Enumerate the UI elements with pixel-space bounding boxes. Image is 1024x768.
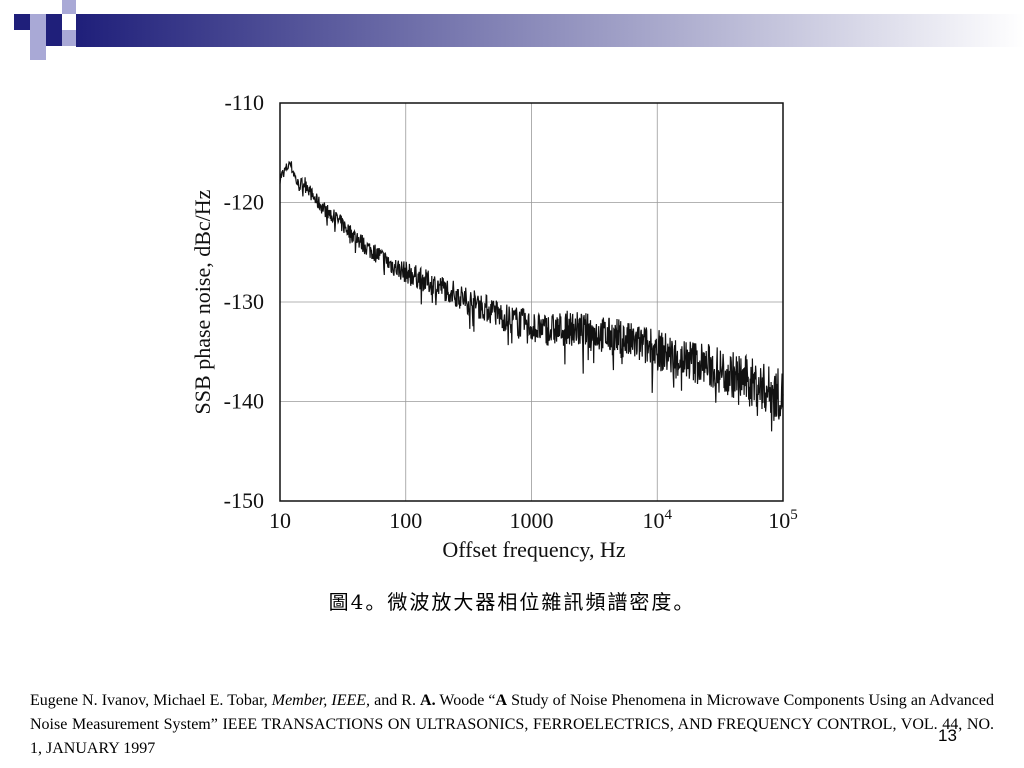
citation-and: and R. <box>374 692 416 709</box>
deco-square <box>14 14 30 30</box>
citation-woode: Woode “ <box>439 692 496 709</box>
chart-grid <box>279 102 784 502</box>
x-axis-label: Offset frequency, Hz <box>442 537 625 562</box>
y-tick-label: -140 <box>224 389 264 414</box>
slide-header-decoration <box>14 0 1024 60</box>
deco-square <box>46 14 62 30</box>
deco-square <box>30 14 46 30</box>
y-tick-label: -110 <box>224 90 264 115</box>
deco-square <box>46 30 62 46</box>
x-tick-label: 104 <box>643 507 673 533</box>
x-tick-label: 100 <box>389 508 422 533</box>
series-line <box>279 160 784 432</box>
deco-square <box>30 30 46 46</box>
x-tick-label: 1000 <box>510 508 554 533</box>
x-tick-label: 105 <box>768 507 798 533</box>
x-tick-label: 10 <box>269 508 291 533</box>
plot-frame <box>279 102 784 502</box>
x-axis-ticks: 10 100 1000 104 105 <box>269 507 798 533</box>
citation-title-a: A <box>495 692 508 709</box>
figure-caption: 圖4。微波放大器相位雜訊頻譜密度。 <box>328 590 696 614</box>
citation-authors: Eugene N. Ivanov, Michael E. Tobar, <box>30 692 268 709</box>
y-tick-label: -120 <box>224 190 264 215</box>
citation-role: Member, IEEE, <box>271 692 371 709</box>
y-axis-label: SSB phase noise, dBc/Hz <box>190 189 215 414</box>
citation-initial: A. <box>420 692 436 709</box>
citation-text: Eugene N. Ivanov, Michael E. Tobar, Memb… <box>30 689 994 761</box>
header-gradient-band <box>76 14 1024 47</box>
phase-noise-chart: -110 -120 -130 -140 -150 10 100 1000 104 105 Off… <box>190 90 798 562</box>
page-number: 13 <box>938 726 957 745</box>
deco-square <box>30 46 46 60</box>
y-tick-label: -130 <box>224 289 264 314</box>
deco-square <box>62 0 76 14</box>
deco-square <box>62 30 76 46</box>
citation-rest: Study of Noise Phenomena in Microwave Co… <box>30 692 994 757</box>
y-tick-label: -150 <box>224 488 264 513</box>
y-axis-ticks: -110 -120 -130 -140 -150 <box>224 90 264 513</box>
